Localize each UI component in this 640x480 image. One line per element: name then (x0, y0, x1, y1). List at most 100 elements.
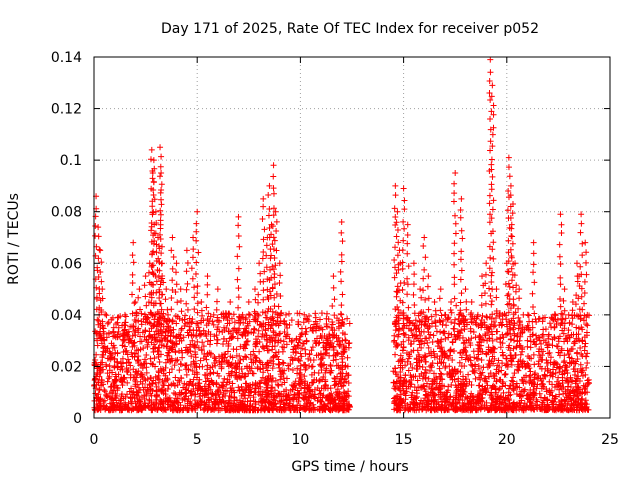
cloud-point (208, 377, 215, 384)
cloud-point (212, 355, 219, 362)
x-tick-label: 10 (291, 432, 309, 448)
cloud-point (198, 347, 205, 354)
cloud-point (91, 406, 98, 413)
cloud-point (185, 332, 192, 339)
cloud-point (318, 367, 325, 374)
cloud-point (281, 329, 288, 336)
cloud-point (255, 391, 262, 398)
dense-point-cloud (91, 309, 593, 414)
cloud-point (97, 334, 104, 341)
cloud-point (154, 347, 161, 354)
cloud-point (295, 394, 302, 401)
cloud-point (213, 381, 220, 388)
cloud-point (264, 347, 271, 354)
cloud-point (244, 338, 251, 345)
cloud-point (224, 376, 231, 383)
cloud-point (117, 359, 124, 366)
cloud-point (138, 310, 145, 317)
cloud-point (131, 328, 138, 335)
cloud-point (250, 370, 257, 377)
cloud-point (335, 341, 342, 348)
cloud-point (128, 349, 135, 356)
cloud-point (139, 365, 146, 372)
cloud-point (176, 367, 183, 374)
cloud-point (143, 364, 150, 371)
cloud-point (308, 347, 315, 354)
cloud-point (164, 311, 171, 318)
cloud-point (180, 384, 187, 391)
cloud-point (295, 344, 302, 351)
cloud-point (250, 348, 257, 355)
cloud-point (338, 311, 345, 318)
cloud-point (128, 385, 135, 392)
cloud-point (297, 333, 304, 340)
cloud-point (238, 366, 245, 373)
x-tick-label: 0 (90, 432, 99, 448)
cloud-point (190, 385, 197, 392)
cloud-point (196, 393, 203, 400)
cloud-point (206, 341, 213, 348)
cloud-point (238, 383, 245, 390)
cloud-point (263, 378, 270, 385)
cloud-point (285, 365, 292, 372)
cloud-point (335, 320, 342, 327)
cloud-point (200, 343, 207, 350)
cloud-point (197, 357, 204, 364)
cloud-point (341, 348, 348, 355)
y-tick-label: 0 (73, 411, 82, 427)
x-tick-label: 15 (395, 432, 413, 448)
cloud-point (220, 341, 227, 348)
cloud-point (211, 359, 218, 366)
cloud-point (291, 343, 298, 350)
cloud-point (290, 349, 297, 356)
cloud-point (256, 348, 263, 355)
cloud-point (186, 315, 193, 322)
cloud-point (329, 319, 336, 326)
cloud-point (190, 342, 197, 349)
cloud-point (255, 327, 262, 334)
cloud-point (174, 382, 181, 389)
cloud-point (316, 378, 323, 385)
y-tick-label: 0.02 (51, 359, 82, 375)
cloud-point (312, 310, 319, 317)
grid-layer (94, 57, 610, 418)
cloud-point (286, 322, 293, 329)
cloud-point (105, 375, 112, 382)
cloud-point (278, 397, 285, 404)
cloud-point (155, 353, 162, 360)
cloud-point (150, 348, 157, 355)
x-tick-label: 25 (601, 432, 619, 448)
cloud-point (122, 394, 129, 401)
cloud-point (308, 371, 315, 378)
cloud-point (288, 338, 295, 345)
cloud-point (176, 378, 183, 385)
cloud-point (137, 378, 144, 385)
cloud-point (189, 367, 196, 374)
cloud-point (111, 355, 118, 362)
cloud-point (270, 360, 277, 367)
cloud-point (269, 384, 276, 391)
cloud-point (165, 349, 172, 356)
cloud-point (120, 348, 127, 355)
cloud-point (272, 349, 279, 356)
cloud-point (318, 310, 325, 317)
y-axis-label: ROTI / TECUs (6, 193, 22, 285)
cloud-point (196, 363, 203, 370)
cloud-point (235, 359, 242, 366)
cloud-point (94, 342, 101, 349)
cloud-point (168, 366, 175, 373)
cloud-point (323, 365, 330, 372)
cloud-point (262, 326, 269, 333)
cloud-point (114, 358, 121, 365)
cloud-point (110, 342, 117, 349)
cloud-point (156, 344, 163, 351)
cloud-point (123, 365, 130, 372)
cloud-point (237, 343, 244, 350)
cloud-point (98, 377, 105, 384)
cloud-point (289, 403, 296, 410)
cloud-point (205, 394, 212, 401)
cloud-point (192, 391, 199, 398)
cloud-point (316, 387, 323, 394)
cloud-point (119, 355, 126, 362)
cloud-point (302, 331, 309, 338)
